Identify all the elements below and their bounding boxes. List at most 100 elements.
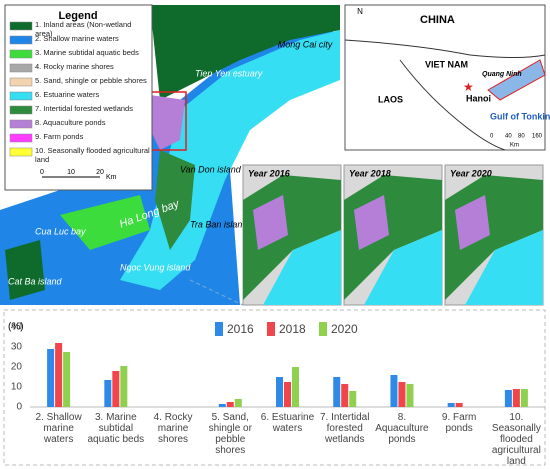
- x-tick-label: 5. Sand, shingle or pebble shores: [208, 412, 252, 456]
- beds: [60, 195, 150, 250]
- bar: [390, 375, 398, 407]
- place-label: Cua Luc bay: [35, 226, 86, 236]
- van-don: [155, 150, 195, 250]
- bar: [120, 366, 128, 407]
- place-label: Tien Yen estuary: [195, 68, 263, 78]
- legend-label: 8. Aquaculture ponds: [35, 118, 106, 127]
- inset-scale: Km: [510, 143, 519, 149]
- inset-scale: 80: [518, 134, 525, 140]
- bar: [104, 380, 112, 407]
- legend-swatch: [319, 322, 327, 336]
- bar: [284, 382, 291, 407]
- legend-swatch: [9, 91, 33, 101]
- x-tick-label: 7. Intertidal forested wetlands: [319, 412, 370, 445]
- legend-swatch: [267, 322, 275, 336]
- thumb-ponds: [455, 195, 490, 250]
- bar: [333, 377, 341, 407]
- y-tick-label: 20: [11, 362, 23, 373]
- inset-scale: 40: [505, 134, 512, 140]
- x-tick-label: 10. Seasonally flooded agricultural land: [491, 412, 541, 467]
- place-label: Ngoc Vung island: [120, 262, 191, 272]
- legend-swatch: [9, 49, 33, 59]
- scale-label: 10: [67, 169, 75, 176]
- x-tick-label: 8. Aquaculture ponds: [375, 412, 429, 445]
- legend-label: 9. Farm ponds: [35, 132, 84, 141]
- legend-swatch: [9, 63, 33, 73]
- year-label: Year 2018: [349, 168, 391, 178]
- x-tick-label: 6. Estuarine waters: [260, 412, 315, 434]
- thumb-water: [364, 230, 442, 305]
- thumb-ponds: [354, 195, 389, 250]
- bar: [406, 384, 414, 407]
- legend-label: 5. Sand, shingle or pebble shores: [35, 76, 147, 85]
- place-label: Van Don island: [180, 164, 242, 174]
- north: N: [357, 7, 363, 16]
- ponds: [148, 95, 185, 150]
- coast: [399, 59, 506, 151]
- y-axis-label: (%): [8, 322, 24, 333]
- thumb-water: [465, 230, 543, 305]
- legend-swatch: [9, 119, 33, 129]
- legend-swatch: [9, 35, 33, 45]
- inset-label: VIET NAM: [425, 59, 468, 69]
- y-tick-label: 10: [11, 382, 23, 393]
- border: [344, 39, 546, 58]
- legend-label: 10. Seasonally flooded agricultural land: [35, 146, 150, 164]
- bar: [47, 349, 55, 407]
- thumb-water: [263, 230, 341, 305]
- legend-swatch: [9, 105, 33, 115]
- legend-label: 2018: [279, 322, 306, 336]
- scale-label: Km: [106, 174, 117, 181]
- bar: [234, 399, 242, 407]
- legend-label: 3. Marine subtidal aquatic beds: [35, 48, 139, 57]
- year-label: Year 2020: [450, 168, 492, 178]
- land: [150, 5, 340, 100]
- bar: [504, 390, 512, 407]
- capital-star: ★: [463, 80, 474, 94]
- cat-ba: [5, 240, 45, 300]
- bar: [512, 389, 520, 407]
- legend-swatch: [9, 21, 33, 31]
- inset-label: LAOS: [378, 94, 403, 104]
- place-label: Tra Ban island: [190, 219, 248, 229]
- y-tick-label: 0: [16, 402, 22, 413]
- quang-ninh: [487, 59, 546, 101]
- thumb-ponds: [253, 195, 288, 250]
- inset-scale: 0: [490, 134, 494, 140]
- place-label: Cat Ba island: [8, 276, 63, 286]
- legend-label: 6. Estuarine waters: [35, 90, 100, 99]
- legend-label: 7. Intertidal forested wetlands: [35, 104, 133, 113]
- legend-label: 2020: [331, 322, 358, 336]
- legend-label: 4. Rocky marine shores: [35, 62, 114, 71]
- legend-swatch: [9, 133, 33, 143]
- place-label: Mong Cai city: [278, 39, 333, 49]
- bar: [520, 389, 528, 407]
- x-tick-label: 3. Marine subtidal aquatic beds: [87, 412, 145, 445]
- callout: [189, 279, 244, 306]
- x-tick-label: 4. Rocky marine shores: [153, 412, 193, 445]
- bar: [226, 402, 234, 407]
- legend-swatch: [215, 322, 223, 336]
- bar: [112, 371, 120, 407]
- legend-label: 1. Inland areas (Non-wetland area): [35, 20, 132, 38]
- scale-label: 20: [96, 169, 104, 176]
- inset-label: Quang Ninh: [482, 71, 522, 78]
- y-tick-label: 30: [11, 342, 23, 353]
- inset-scale: 160: [532, 134, 543, 140]
- x-tick-label: 2. Shallow marine waters: [35, 412, 82, 445]
- bar: [398, 382, 406, 407]
- bar: [55, 343, 63, 407]
- legend-label: 2016: [227, 322, 254, 336]
- bar: [455, 403, 463, 407]
- bar: [341, 384, 349, 407]
- legend-title: Legend: [58, 10, 97, 22]
- year-label: Year 2016: [248, 168, 291, 178]
- bar: [63, 352, 71, 407]
- inset-label: CHINA: [420, 14, 455, 26]
- x-tick-label: 9. Farm ponds: [441, 412, 477, 434]
- bar: [276, 377, 283, 407]
- bar: [349, 391, 357, 407]
- y-tick-label: 40: [11, 322, 23, 333]
